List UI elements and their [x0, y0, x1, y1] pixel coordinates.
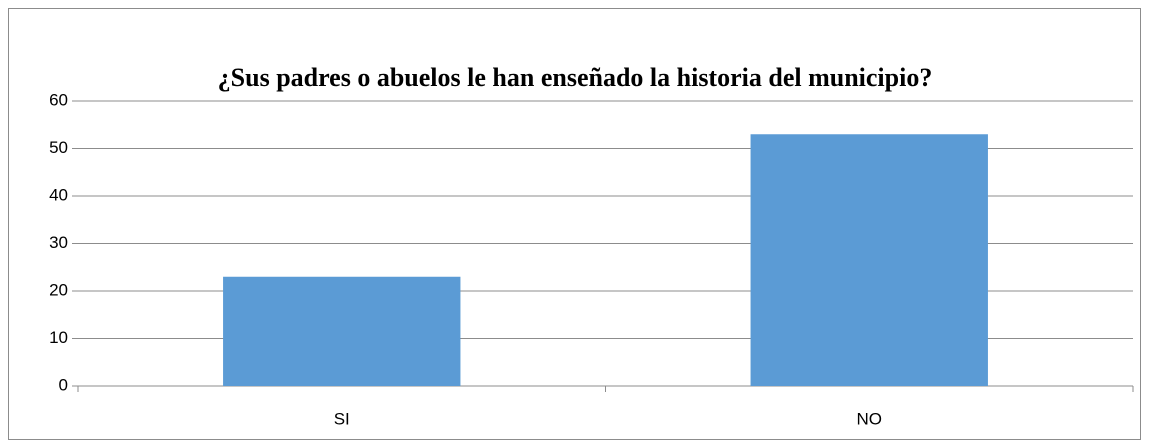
y-tick-label: 30: [49, 233, 68, 252]
chart-title: ¿Sus padres o abuelos le han enseñado la…: [218, 63, 933, 92]
x-tick-label: NO: [857, 409, 883, 428]
y-tick-label: 50: [49, 138, 68, 157]
bar: [750, 134, 988, 386]
y-tick-label: 40: [49, 185, 68, 204]
bar: [223, 276, 461, 386]
chart-border: [8, 8, 1141, 440]
y-tick-label: 20: [49, 280, 68, 299]
x-tick-label: SI: [334, 409, 350, 428]
y-tick-label: 0: [59, 375, 68, 394]
y-tick-label: 60: [49, 90, 68, 109]
y-tick-label: 10: [49, 328, 68, 347]
